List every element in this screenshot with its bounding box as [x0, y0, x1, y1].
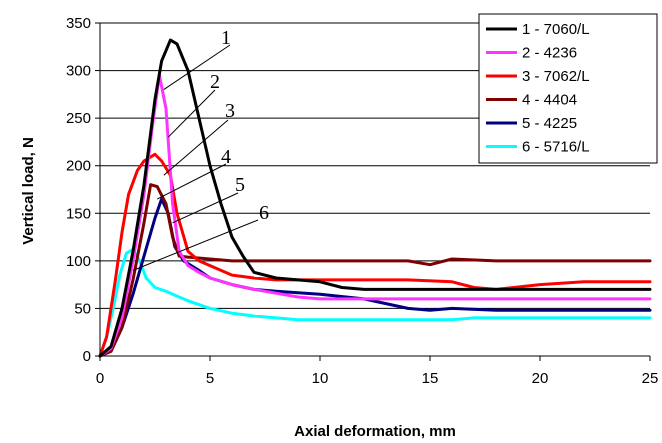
x-tick-label: 5 [206, 370, 214, 387]
callout-label: 4 [221, 146, 231, 168]
y-tick-label: 300 [66, 63, 91, 80]
callout-label: 2 [210, 71, 220, 93]
y-axis-title: Vertical load, N [20, 137, 37, 245]
callout-label: 1 [221, 27, 231, 49]
y-tick-label: 150 [66, 205, 91, 222]
legend-label: 2 - 4236 [522, 45, 577, 62]
x-tick-label: 0 [96, 370, 104, 387]
callout-label: 3 [225, 100, 235, 122]
legend-label: 5 - 4225 [522, 115, 577, 132]
x-tick-label: 20 [532, 370, 549, 387]
legend-label: 4 - 4404 [522, 92, 577, 109]
callout-label: 6 [259, 202, 269, 224]
callout-leader [156, 163, 227, 200]
callout-label: 5 [235, 174, 245, 196]
x-axis-title: Axial deformation, mm [294, 423, 456, 440]
series-line [98, 73, 652, 358]
callout-leader [167, 89, 216, 138]
x-tick-label: 10 [312, 370, 329, 387]
legend-label: 3 - 7062/L [522, 68, 590, 85]
series-line [98, 38, 652, 358]
series-line [98, 247, 652, 358]
curve-callouts: 123 456 [132, 27, 269, 271]
series-lines [98, 38, 652, 358]
callout-leader [172, 192, 239, 224]
y-tick-label: 350 [66, 15, 91, 32]
legend-box [478, 13, 658, 164]
callout-leader [132, 219, 259, 271]
legend: 1 - 7060/L 2 - 4236 3 - 7062/L 4 - 4404 5 - … [478, 13, 658, 164]
y-tick-label: 100 [66, 253, 91, 270]
x-tick-label: 15 [422, 370, 439, 387]
series-line [98, 183, 652, 358]
x-tick-label: 25 [642, 370, 659, 387]
y-tick-label: 0 [83, 348, 91, 365]
y-tick-label: 200 [66, 158, 91, 175]
callout-leader [163, 119, 229, 176]
legend-label: 6 - 5716/L [522, 139, 590, 156]
legend-label: 1 - 7060/L [522, 21, 590, 38]
y-tick-label: 250 [66, 110, 91, 127]
series-line [98, 197, 652, 358]
callout-leader [163, 44, 231, 91]
y-tick-label: 50 [74, 300, 91, 317]
